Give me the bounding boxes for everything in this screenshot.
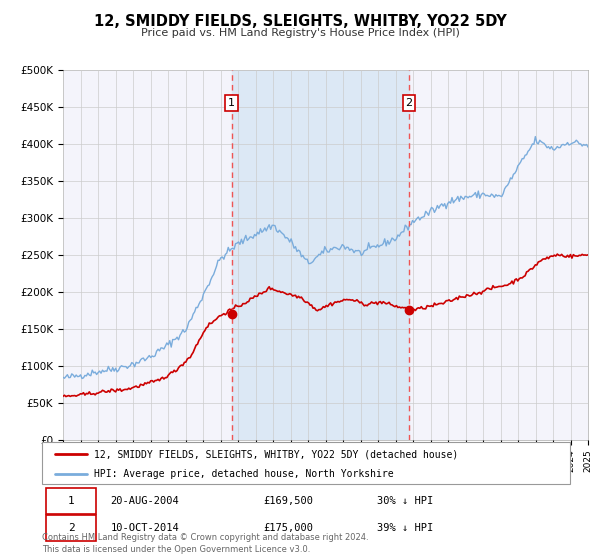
FancyBboxPatch shape: [46, 488, 96, 514]
Text: Contains HM Land Registry data © Crown copyright and database right 2024.
This d: Contains HM Land Registry data © Crown c…: [42, 533, 368, 554]
Text: 1: 1: [228, 98, 235, 108]
FancyBboxPatch shape: [42, 442, 570, 484]
FancyBboxPatch shape: [46, 515, 96, 542]
Text: HPI: Average price, detached house, North Yorkshire: HPI: Average price, detached house, Nort…: [94, 469, 394, 479]
Text: 20-AUG-2004: 20-AUG-2004: [110, 496, 179, 506]
Text: Price paid vs. HM Land Registry's House Price Index (HPI): Price paid vs. HM Land Registry's House …: [140, 28, 460, 38]
Text: 10-OCT-2014: 10-OCT-2014: [110, 524, 179, 533]
Text: 12, SMIDDY FIELDS, SLEIGHTS, WHITBY, YO22 5DY (detached house): 12, SMIDDY FIELDS, SLEIGHTS, WHITBY, YO2…: [94, 449, 458, 459]
Text: 30% ↓ HPI: 30% ↓ HPI: [377, 496, 434, 506]
Text: 2: 2: [406, 98, 413, 108]
Text: 2: 2: [68, 524, 74, 533]
Text: £175,000: £175,000: [264, 524, 314, 533]
Text: 1: 1: [68, 496, 74, 506]
Text: 39% ↓ HPI: 39% ↓ HPI: [377, 524, 434, 533]
Text: 12, SMIDDY FIELDS, SLEIGHTS, WHITBY, YO22 5DY: 12, SMIDDY FIELDS, SLEIGHTS, WHITBY, YO2…: [94, 14, 506, 29]
Bar: [232, 70, 409, 440]
Text: £169,500: £169,500: [264, 496, 314, 506]
